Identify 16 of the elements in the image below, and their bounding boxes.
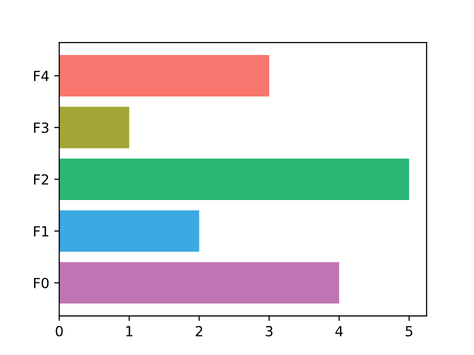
bar <box>59 55 270 96</box>
bar <box>59 158 410 200</box>
y-tick-label: F2 <box>34 174 48 185</box>
y-tick-label: F3 <box>34 122 48 133</box>
bar <box>59 210 200 252</box>
bar <box>59 262 340 304</box>
bar <box>59 106 130 148</box>
x-tick-label: 4 <box>335 326 343 336</box>
y-tick-label: F1 <box>34 226 48 236</box>
x-tick-label: 0 <box>56 326 63 336</box>
x-tick-label: 3 <box>266 326 272 336</box>
x-tick-label: 2 <box>196 326 202 336</box>
y-tick-label: F4 <box>34 70 49 82</box>
y-tick-label: F0 <box>34 278 49 288</box>
x-tick-label: 1 <box>126 326 132 336</box>
x-tick-label: 5 <box>406 326 412 336</box>
